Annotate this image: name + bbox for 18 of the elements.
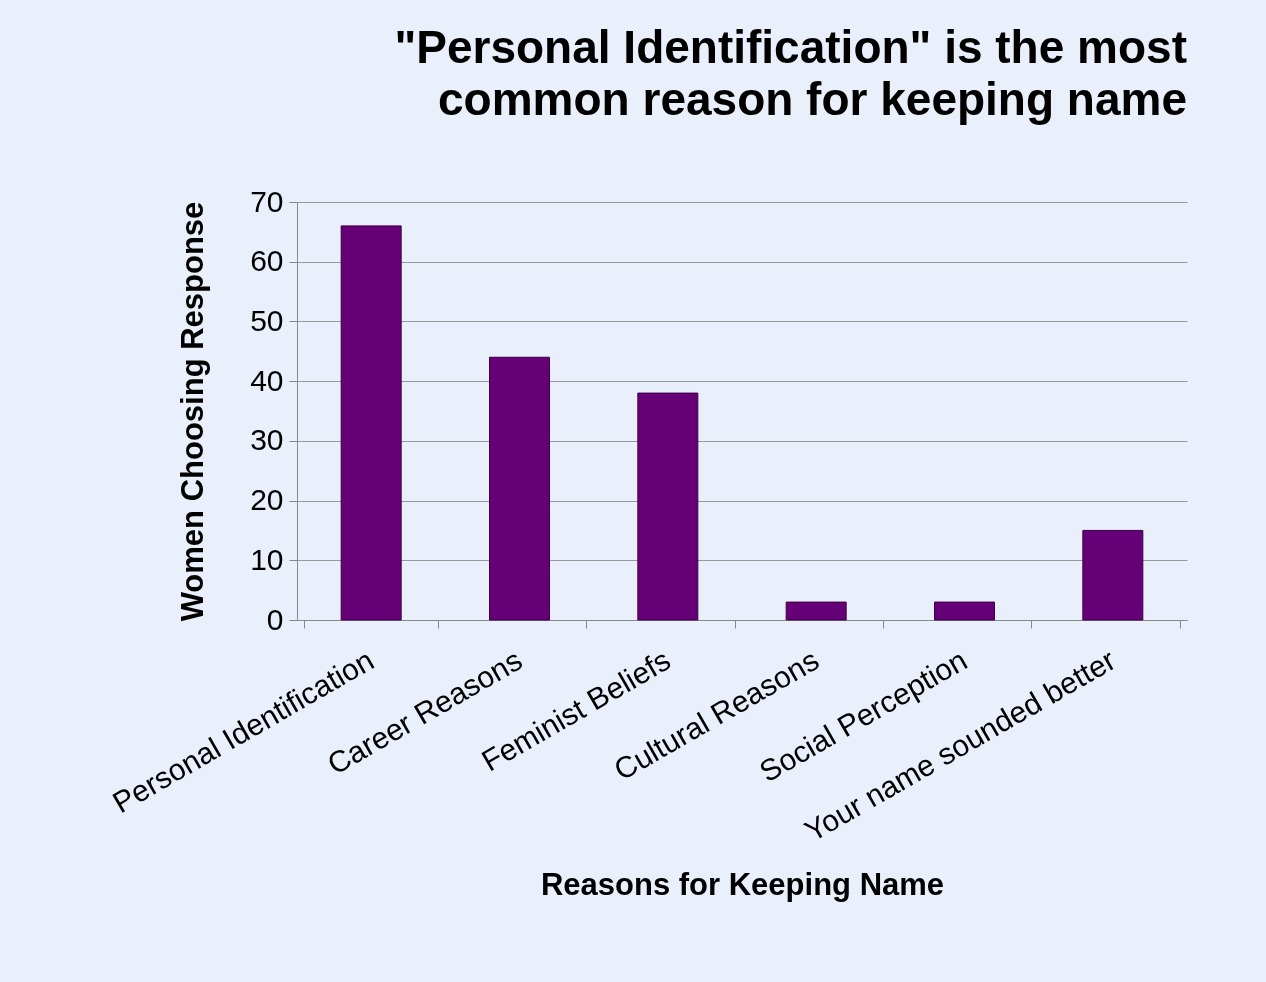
y-tick-label: 70: [250, 184, 284, 218]
bar: [489, 356, 550, 621]
y-tick-label: 20: [250, 483, 284, 517]
y-tick-label: 50: [250, 303, 284, 337]
text: common reason for keeping name: [438, 73, 1187, 125]
bar: [934, 601, 995, 621]
y-axis-title: Women Choosing Response: [175, 201, 211, 622]
y-tick-label: 10: [250, 542, 284, 576]
bar: [637, 392, 699, 621]
bar: [785, 601, 847, 621]
y-tick-label: 60: [250, 244, 284, 278]
text: "Personal Identification" is the most: [394, 21, 1187, 73]
y-tick-label: 0: [266, 602, 284, 636]
bar: [1082, 529, 1144, 621]
x-axis-title: Reasons for Keeping Name: [540, 866, 945, 902]
y-tick-label: 30: [250, 423, 284, 457]
y-tick-label: 40: [250, 363, 284, 397]
bar: [340, 225, 402, 621]
